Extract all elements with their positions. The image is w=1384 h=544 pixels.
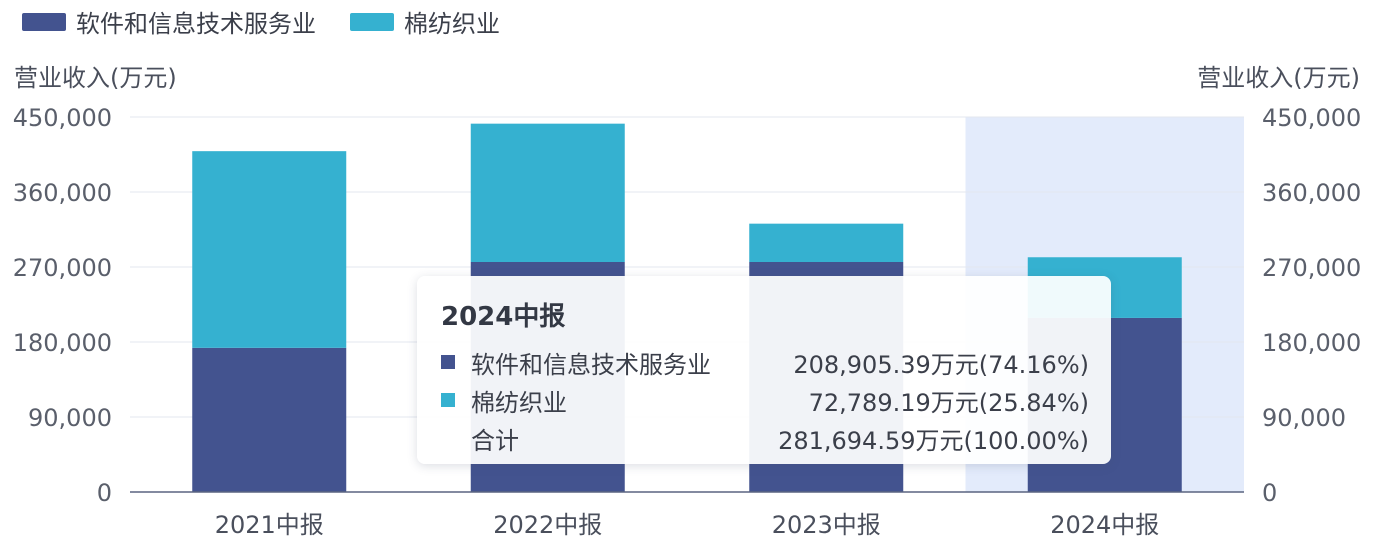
y-axis-title-right: 营业收入(万元) <box>1197 64 1360 92</box>
legend-swatch-software <box>22 12 66 31</box>
legend-item-textile[interactable]: 棉纺织业 <box>350 4 500 39</box>
y-tick-label-left: 0 <box>97 479 112 507</box>
x-tick-label: 2024中报 <box>1050 511 1159 539</box>
tooltip-swatch-total <box>441 431 455 445</box>
tooltip-value-total: 281,694.59万元(100.00%) <box>778 426 1089 455</box>
legend-swatch-textile <box>350 12 394 31</box>
tooltip-swatch-textile <box>441 393 455 407</box>
y-tick-label-left: 90,000 <box>28 404 112 432</box>
x-tick-label: 2021中报 <box>215 511 324 539</box>
tooltip-name-textile: 棉纺织业 <box>471 388 567 417</box>
y-tick-label-right: 0 <box>1262 479 1277 507</box>
bar-textile <box>749 223 904 262</box>
tooltip-row-total: 合计 281,694.59万元(100.00%) <box>441 419 1089 457</box>
tooltip-value-textile: 72,789.19万元(25.84%) <box>808 388 1089 417</box>
y-tick-label-right: 270,000 <box>1262 254 1361 282</box>
y-tick-label-right: 90,000 <box>1262 404 1346 432</box>
x-tick-label: 2023中报 <box>772 511 881 539</box>
x-tick-label: 2022中报 <box>493 511 602 539</box>
tooltip-value-software: 208,905.39万元(74.16%) <box>793 350 1089 379</box>
tooltip-row-textile: 棉纺织业 72,789.19万元(25.84%) <box>441 381 1089 419</box>
bar-software <box>192 347 347 492</box>
legend-label-textile: 棉纺织业 <box>404 10 500 38</box>
y-tick-label-left: 450,000 <box>13 104 112 132</box>
tooltip-row-software: 软件和信息技术服务业 208,905.39万元(74.16%) <box>441 343 1089 381</box>
legend-item-software[interactable]: 软件和信息技术服务业 <box>22 4 316 39</box>
legend-label-software: 软件和信息技术服务业 <box>76 10 316 38</box>
y-tick-label-right: 450,000 <box>1262 104 1361 132</box>
y-tick-label-left: 180,000 <box>13 329 112 357</box>
tooltip-title: 2024中报 <box>441 302 566 332</box>
y-axis-title-left: 营业收入(万元) <box>14 64 177 92</box>
y-tick-label-right: 360,000 <box>1262 179 1361 207</box>
tooltip: 2024中报 软件和信息技术服务业 208,905.39万元(74.16%) 棉… <box>417 276 1111 464</box>
tooltip-swatch-software <box>441 355 455 369</box>
legend: 软件和信息技术服务业 棉纺织业 <box>22 4 534 39</box>
y-tick-label-left: 270,000 <box>13 254 112 282</box>
tooltip-name-total: 合计 <box>471 426 519 455</box>
bar-textile <box>192 151 347 348</box>
bar-textile <box>470 123 625 263</box>
y-tick-label-left: 360,000 <box>13 179 112 207</box>
y-tick-label-right: 180,000 <box>1262 329 1361 357</box>
tooltip-name-software: 软件和信息技术服务业 <box>471 350 711 379</box>
